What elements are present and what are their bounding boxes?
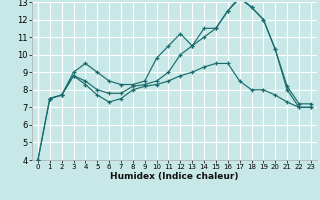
X-axis label: Humidex (Indice chaleur): Humidex (Indice chaleur): [110, 172, 239, 181]
